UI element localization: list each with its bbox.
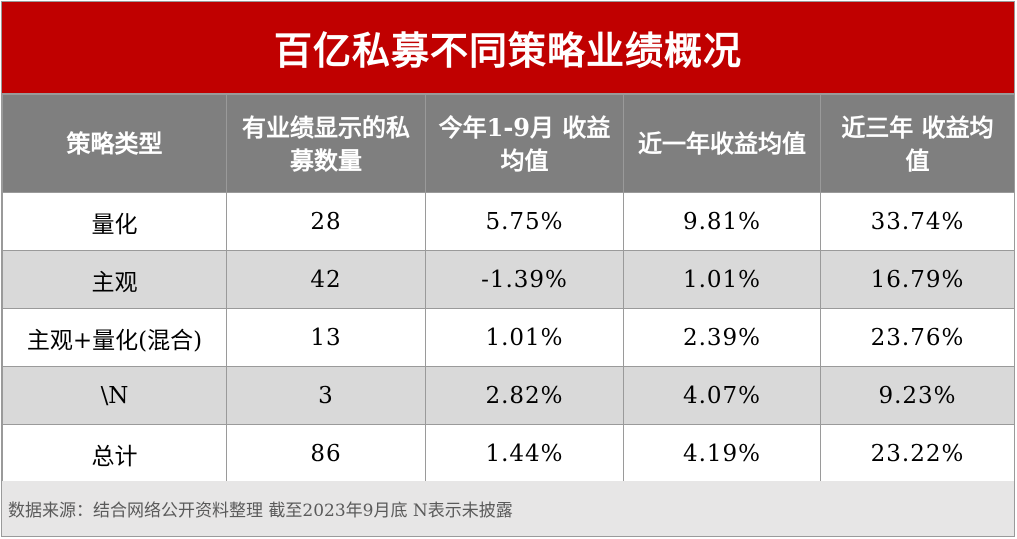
header-ytd-return: 今年1-9月 收益均值 [425,94,624,193]
cell-ytd-return: 2.82% [425,366,624,425]
cell-strategy: 量化 [2,192,227,251]
cell-ytd-return: 5.75% [425,192,624,251]
cell-one-year-return: 2.39% [623,308,821,367]
header-one-year-return: 近一年收益均值 [623,94,821,193]
cell-fund-count: 28 [226,192,426,251]
cell-one-year-return: 9.81% [623,192,821,251]
cell-ytd-return: 1.44% [425,424,624,483]
cell-strategy: \N [2,366,227,425]
cell-strategy: 总计 [2,424,227,483]
source-footnote: 数据来源：结合网络公开资料整理 截至2023年9月底 N表示未披露 [2,481,1014,536]
cell-one-year-return: 1.01% [623,250,821,309]
table-row: \N 3 2.82% 4.07% 9.23% [2,366,1015,425]
cell-one-year-return: 4.07% [623,366,821,425]
cell-three-year-return: 16.79% [820,250,1015,309]
cell-fund-count: 3 [226,366,426,425]
header-fund-count: 有业绩显示的私募数量 [226,94,426,193]
table-row: 总计 86 1.44% 4.19% 23.22% [2,424,1015,483]
cell-three-year-return: 23.76% [820,308,1015,367]
table-row: 量化 28 5.75% 9.81% 33.74% [2,192,1015,251]
cell-three-year-return: 9.23% [820,366,1015,425]
strategy-performance-table: 策略类型 有业绩显示的私募数量 今年1-9月 收益均值 近一年收益均值 近三年 … [2,94,1015,483]
header-strategy-type: 策略类型 [2,94,227,193]
cell-three-year-return: 33.74% [820,192,1015,251]
cell-ytd-return: -1.39% [425,250,624,309]
cell-ytd-return: 1.01% [425,308,624,367]
table-row: 主观 42 -1.39% 1.01% 16.79% [2,250,1015,309]
cell-fund-count: 86 [226,424,426,483]
table-header-row: 策略类型 有业绩显示的私募数量 今年1-9月 收益均值 近一年收益均值 近三年 … [2,94,1015,193]
cell-three-year-return: 23.22% [820,424,1015,483]
cell-strategy: 主观 [2,250,227,309]
table-title: 百亿私募不同策略业绩概况 [2,2,1014,94]
cell-strategy: 主观+量化(混合) [2,308,227,367]
table-row: 主观+量化(混合) 13 1.01% 2.39% 23.76% [2,308,1015,367]
header-three-year-return: 近三年 收益均值 [820,94,1015,193]
cell-fund-count: 13 [226,308,426,367]
cell-one-year-return: 4.19% [623,424,821,483]
cell-fund-count: 42 [226,250,426,309]
